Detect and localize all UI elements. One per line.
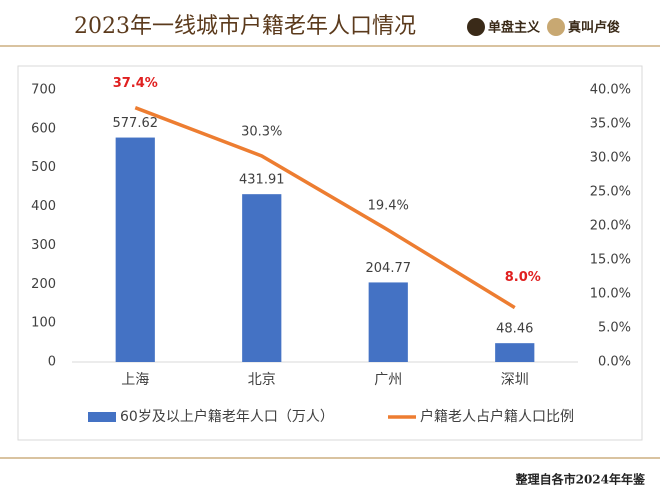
logo-icon (467, 18, 485, 36)
x-tick-label: 北京 (248, 372, 276, 388)
footer: 整理自各市2024年年鉴 (515, 472, 646, 487)
bar (495, 343, 535, 362)
line (134, 106, 516, 310)
y-tick-label: 300 (31, 238, 56, 253)
logo: 单盘主义 (488, 20, 541, 36)
x-tick-label: 深圳 (501, 372, 529, 388)
bar-value-label: 48.46 (496, 322, 533, 337)
chart-frame (17, 65, 643, 441)
y-tick-label: 600 (31, 121, 56, 136)
line-value-label: 37.4% (113, 76, 158, 91)
bar-value-label: 577.62 (113, 116, 159, 131)
y2-tick-label: 5.0% (598, 321, 631, 336)
bar (115, 137, 155, 362)
line-value-label: 8.0% (505, 270, 541, 285)
y-tick-label: 400 (31, 199, 56, 214)
y-tick-label: 100 (31, 316, 56, 331)
bar-value-label: 204.77 (366, 261, 412, 276)
logo: 真叫卢俊 (568, 20, 620, 36)
legend-label: 60岁及以上户籍老年人口（万人） (120, 408, 334, 425)
logo-icon (547, 18, 565, 36)
line-value-label: 30.3% (241, 124, 282, 139)
y-tick-label: 700 (31, 83, 56, 98)
page-title: 2023年一线城市户籍老年人口情况 (74, 14, 416, 39)
x-tick-label: 广州 (374, 372, 402, 388)
y-tick-label: 0 (48, 355, 56, 370)
y-tick-label: 200 (31, 277, 56, 292)
line-value-label: 19.4% (368, 199, 409, 214)
y2-tick-label: 10.0% (590, 287, 631, 302)
y2-tick-label: 20.0% (590, 219, 631, 234)
y2-tick-label: 15.0% (590, 253, 631, 268)
bar (242, 194, 282, 362)
bar-value-label: 431.91 (239, 173, 285, 188)
y2-tick-label: 40.0% (590, 83, 631, 98)
legend-swatch (88, 412, 116, 422)
bar (368, 282, 408, 362)
y2-tick-label: 25.0% (590, 185, 631, 200)
y2-tick-label: 0.0% (598, 355, 631, 370)
y2-tick-label: 30.0% (590, 151, 631, 166)
x-tick-label: 上海 (121, 372, 149, 388)
legend-label: 户籍老人占户籍人口比例 (420, 408, 574, 425)
y-tick-label: 500 (31, 160, 56, 175)
y2-tick-label: 35.0% (590, 117, 631, 132)
